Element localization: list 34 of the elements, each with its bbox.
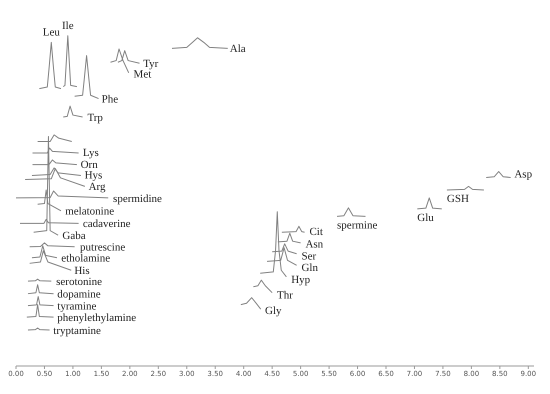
annotation: Gln — [301, 262, 318, 274]
annotation: dopamine — [57, 288, 101, 301]
annotation: Thr — [277, 290, 294, 302]
annotation: Asp — [514, 168, 533, 180]
annotation: Leu — [42, 26, 60, 38]
annotation: spermine — [337, 219, 378, 232]
annotation: His — [74, 265, 90, 278]
annotation: etholamine — [61, 252, 110, 265]
annotation: Ala — [230, 43, 246, 56]
annotation: Gaba — [62, 230, 86, 242]
annotation: Met — [134, 68, 152, 81]
annotation: serotonine — [56, 276, 102, 288]
annotation: Lys — [82, 146, 99, 159]
annotation: spermidine — [113, 192, 162, 205]
annotation: Arg — [88, 181, 106, 194]
annotation: GSH — [446, 193, 469, 206]
annotation: melatonine — [65, 206, 114, 218]
annotation: Asn — [305, 238, 324, 251]
annotation: Hys — [84, 169, 102, 182]
annotation: Phe — [102, 93, 118, 106]
annotation: putrescine — [80, 242, 126, 254]
annotation: phenylethylamine — [57, 312, 136, 324]
annotation: tyramine — [57, 300, 96, 312]
annotation: Trp — [87, 112, 104, 124]
annotation: Glu — [417, 212, 434, 224]
annotation: Tyr — [143, 58, 159, 70]
annotation: Ser — [301, 250, 316, 263]
annotation: Gly — [265, 305, 282, 318]
annotation: Orn — [80, 158, 98, 171]
annotation: cadaverine — [82, 218, 131, 230]
annotation: tryptamine — [53, 324, 102, 337]
annotation: Cit — [309, 226, 323, 238]
annotation: Ile — [62, 20, 74, 32]
annotation: Hyp — [291, 274, 311, 286]
